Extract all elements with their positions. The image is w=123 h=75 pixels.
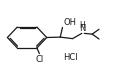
- Text: Cl: Cl: [36, 55, 44, 64]
- Text: N: N: [79, 24, 86, 33]
- Text: OH: OH: [63, 18, 76, 27]
- Text: H: H: [80, 21, 85, 30]
- Text: HCl: HCl: [63, 52, 78, 62]
